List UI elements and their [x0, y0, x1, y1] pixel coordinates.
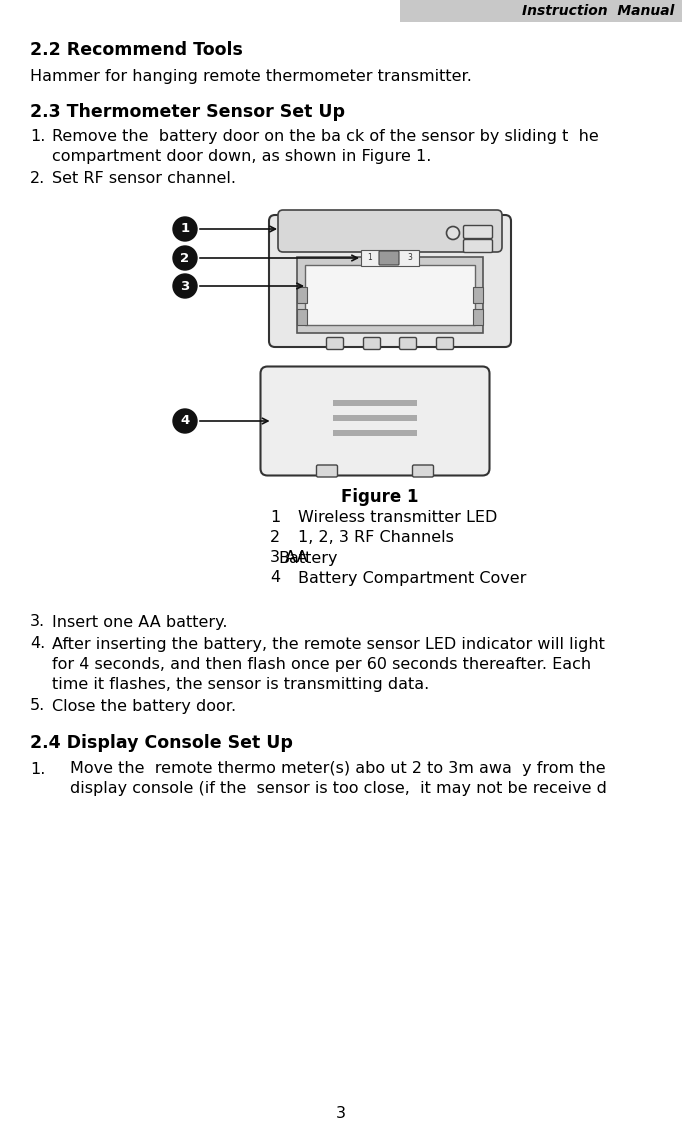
Circle shape — [173, 217, 197, 241]
FancyBboxPatch shape — [316, 466, 338, 477]
Text: 1: 1 — [368, 253, 372, 262]
Text: compartment door down, as shown in Figure 1.: compartment door down, as shown in Figur… — [52, 149, 432, 164]
Text: Figure 1: Figure 1 — [341, 488, 419, 507]
Text: Hammer for hanging remote thermometer transmitter.: Hammer for hanging remote thermometer tr… — [30, 68, 472, 84]
Text: 1: 1 — [270, 510, 280, 526]
Text: 3: 3 — [408, 253, 413, 262]
Text: 1: 1 — [181, 222, 190, 235]
FancyBboxPatch shape — [333, 415, 417, 421]
FancyBboxPatch shape — [333, 400, 417, 406]
Text: Close the battery door.: Close the battery door. — [52, 698, 236, 713]
FancyBboxPatch shape — [379, 251, 399, 265]
FancyBboxPatch shape — [364, 338, 381, 349]
Text: 3 AA: 3 AA — [270, 550, 308, 566]
Text: display console (if the  sensor is too close,  it may not be receive d: display console (if the sensor is too cl… — [70, 782, 607, 796]
FancyBboxPatch shape — [327, 338, 344, 349]
FancyBboxPatch shape — [297, 288, 307, 304]
Text: 2: 2 — [181, 251, 190, 265]
FancyBboxPatch shape — [436, 338, 454, 349]
Text: 3: 3 — [336, 1106, 346, 1120]
Text: 1, 2, 3 RF Channels: 1, 2, 3 RF Channels — [298, 531, 454, 545]
Text: 4: 4 — [270, 570, 280, 585]
Text: Remove the  battery door on the ba ck of the sensor by sliding t  he: Remove the battery door on the ba ck of … — [52, 129, 599, 144]
Text: Insert one AA battery.: Insert one AA battery. — [52, 615, 228, 630]
FancyBboxPatch shape — [297, 309, 307, 325]
Text: for 4 seconds, and then flash once per 60 seconds thereafter. Each: for 4 seconds, and then flash once per 6… — [52, 656, 591, 672]
FancyBboxPatch shape — [473, 288, 483, 304]
FancyBboxPatch shape — [400, 338, 417, 349]
Text: time it flashes, the sensor is transmitting data.: time it flashes, the sensor is transmitt… — [52, 677, 429, 691]
Text: Battery: Battery — [278, 550, 338, 566]
Text: 4.: 4. — [30, 637, 45, 652]
FancyBboxPatch shape — [305, 265, 475, 325]
FancyBboxPatch shape — [464, 226, 492, 238]
Text: 4: 4 — [180, 414, 190, 428]
Text: Set RF sensor channel.: Set RF sensor channel. — [52, 171, 236, 186]
Text: 1.: 1. — [30, 129, 46, 144]
Circle shape — [447, 227, 460, 240]
Text: 2.: 2. — [30, 171, 45, 186]
FancyBboxPatch shape — [400, 0, 682, 22]
FancyBboxPatch shape — [473, 309, 483, 325]
Text: 5.: 5. — [30, 698, 45, 713]
Text: Battery Compartment Cover: Battery Compartment Cover — [298, 570, 527, 585]
FancyBboxPatch shape — [361, 250, 419, 266]
Text: After inserting the battery, the remote sensor LED indicator will light: After inserting the battery, the remote … — [52, 637, 605, 652]
FancyBboxPatch shape — [261, 366, 490, 476]
Text: Wireless transmitter LED: Wireless transmitter LED — [298, 510, 497, 526]
Text: 3: 3 — [180, 280, 190, 292]
Circle shape — [173, 246, 197, 270]
FancyBboxPatch shape — [413, 466, 434, 477]
FancyBboxPatch shape — [278, 210, 502, 252]
FancyBboxPatch shape — [269, 215, 511, 347]
Text: 2.2 Recommend Tools: 2.2 Recommend Tools — [30, 41, 243, 59]
Text: Move the  remote thermo meter(s) abo ut 2 to 3m awa  y from the: Move the remote thermo meter(s) abo ut 2… — [70, 761, 606, 777]
Text: 2: 2 — [270, 531, 280, 545]
Circle shape — [173, 408, 197, 432]
Circle shape — [173, 274, 197, 298]
Text: 2.4 Display Console Set Up: 2.4 Display Console Set Up — [30, 734, 293, 752]
FancyBboxPatch shape — [297, 257, 483, 333]
Text: 2.3 Thermometer Sensor Set Up: 2.3 Thermometer Sensor Set Up — [30, 103, 345, 121]
FancyBboxPatch shape — [464, 240, 492, 252]
Text: 3.: 3. — [30, 615, 45, 630]
Text: Instruction  Manual: Instruction Manual — [522, 5, 674, 18]
FancyBboxPatch shape — [333, 430, 417, 436]
Text: 1.: 1. — [30, 761, 46, 777]
